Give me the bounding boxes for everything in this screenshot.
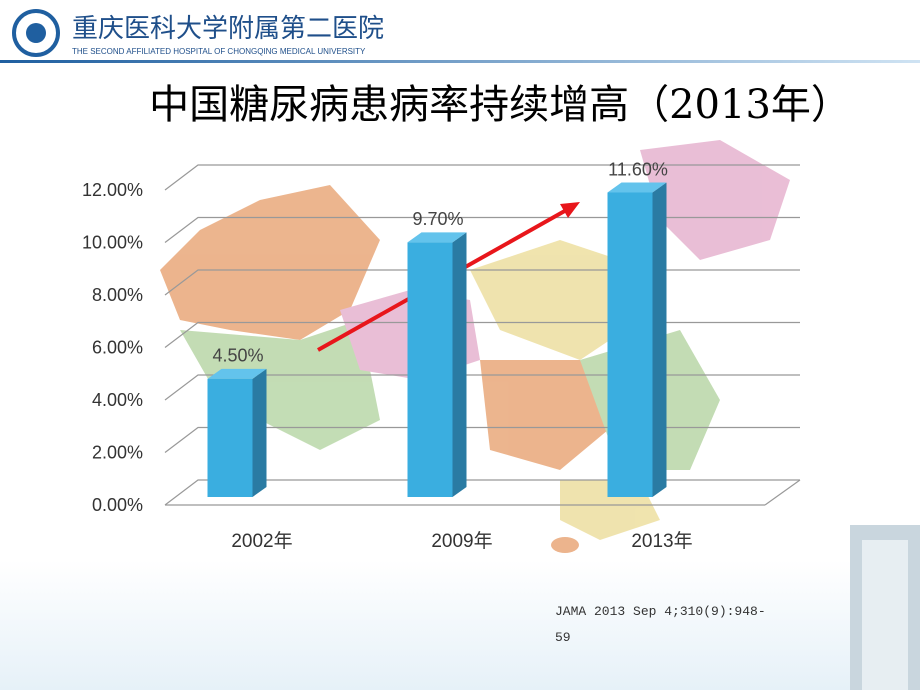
grid-line — [164, 321, 800, 348]
map-region — [551, 537, 579, 553]
header-rule — [0, 60, 920, 63]
bar-side — [252, 368, 267, 497]
citation: JAMA 2013 Sep 4;310(9):948-59 — [555, 604, 766, 645]
y-tick-label: 10.00% — [82, 232, 143, 252]
grid-line — [164, 216, 800, 243]
x-tick-label: 2009年 — [431, 530, 492, 552]
map-region — [640, 140, 790, 260]
trend-arrow-head — [560, 202, 580, 218]
data-label: 4.50% — [212, 346, 263, 366]
grid-line — [164, 269, 800, 296]
y-tick-label: 8.00% — [92, 285, 143, 305]
bar-side — [652, 182, 667, 497]
map-region — [160, 185, 380, 340]
bar-group — [407, 232, 467, 497]
y-tick-label: 6.00% — [92, 337, 143, 357]
bar — [207, 378, 253, 497]
logo — [12, 9, 60, 57]
x-tick-label: 2002年 — [231, 530, 292, 552]
y-tick-label: 2.00% — [92, 442, 143, 462]
bar-group — [607, 182, 667, 497]
map-region — [180, 320, 380, 450]
grid-line — [164, 374, 800, 401]
grid-line — [164, 426, 800, 453]
data-label: 9.70% — [412, 209, 463, 229]
bar-top — [607, 182, 667, 193]
header-title: 重庆医科大学附属第二医院 — [72, 14, 384, 44]
data-label: 11.60% — [608, 159, 668, 179]
grid-line — [164, 479, 800, 506]
bar — [607, 192, 653, 497]
grid-line — [164, 164, 800, 191]
floor-edge — [764, 479, 801, 506]
chart-title: 中国糖尿病患病率持续增高（2013年） — [149, 82, 851, 128]
header-subtitle: THE SECOND AFFILIATED HOSPITAL OF CHONGQ… — [72, 47, 366, 56]
bar-top — [207, 368, 267, 379]
y-tick-label: 4.00% — [92, 390, 143, 410]
logo — [26, 23, 46, 43]
bar — [407, 242, 453, 497]
background — [0, 560, 920, 690]
bar-side — [452, 232, 467, 497]
map-region — [480, 360, 620, 470]
bar-group — [207, 368, 267, 497]
bar-top — [407, 232, 467, 243]
building — [850, 525, 920, 690]
y-tick-label: 12.00% — [82, 180, 143, 200]
x-tick-label: 2013年 — [631, 530, 692, 552]
y-tick-label: 0.00% — [92, 495, 143, 515]
